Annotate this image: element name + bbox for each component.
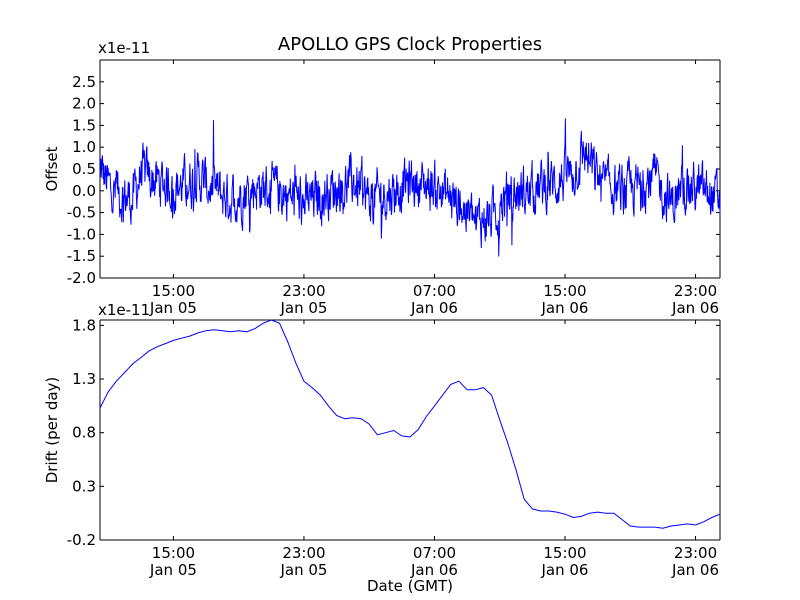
offset-ytick-label: -1.0 [67,225,96,243]
drift-xtick-time: 07:00 [413,544,456,562]
drift-xtick-time: 15:00 [152,544,195,562]
drift-y-axis-label: Drift (per day) [43,377,61,484]
offset-xtick-time: 15:00 [152,282,195,300]
chart-title: APOLLO GPS Clock Properties [278,34,542,55]
drift-xtick-date: Jan 05 [279,561,327,579]
drift-ytick-label: 0.8 [72,424,96,442]
offset-xtick-date: Jan 06 [410,299,458,317]
offset-ytick-label: 1.5 [72,116,96,134]
offset-xtick-date: Jan 05 [149,299,197,317]
offset-xtick-date: Jan 06 [671,299,719,317]
drift-xtick-date: Jan 05 [149,561,197,579]
drift-ytick-label: 1.3 [72,370,96,388]
offset-series-line [99,118,721,257]
offset-ytick-label: 2.0 [72,95,96,113]
offset-xtick-time: 23:00 [674,282,717,300]
drift-ytick-label: 0.3 [72,477,96,495]
drift-xtick-time: 23:00 [282,544,325,562]
offset-xtick-time: 23:00 [282,282,325,300]
offset-ytick-label: 0.5 [72,160,96,178]
offset-xtick-time: 07:00 [413,282,456,300]
offset-ytick-label: -2.0 [67,269,96,287]
offset-ytick-label: 1.0 [72,138,96,156]
offset-xtick-date: Jan 05 [279,299,327,317]
offset-y-axis-label: Offset [43,146,61,191]
drift-xtick-time: 23:00 [674,544,717,562]
offset-ytick-label: 2.5 [72,73,96,91]
offset-xtick-time: 15:00 [543,282,586,300]
drift-ytick-label: 1.8 [72,316,96,334]
offset-ytick-label: 0.0 [72,182,96,200]
drift-xtick-date: Jan 06 [541,561,589,579]
offset-ytick-label: -0.5 [67,204,96,222]
offset-multiplier: x1e-11 [98,39,150,57]
offset-panel: -2.0 -1.5 -1.0 -0.5 0.0 0.5 1.0 1.5 2.0 2.5 15:00… [43,39,721,317]
drift-ytick-label: -0.2 [67,531,96,549]
x-axis-label: Date (GMT) [367,577,453,595]
drift-xtick-date: Jan 06 [671,561,719,579]
drift-xtick-time: 15:00 [543,544,586,562]
offset-ytick-label: -1.5 [67,247,96,265]
offset-xtick-date: Jan 06 [541,299,589,317]
drift-multiplier: x1e-11 [98,301,150,319]
drift-series-line [99,319,721,529]
drift-xtick-date: Jan 06 [410,561,458,579]
